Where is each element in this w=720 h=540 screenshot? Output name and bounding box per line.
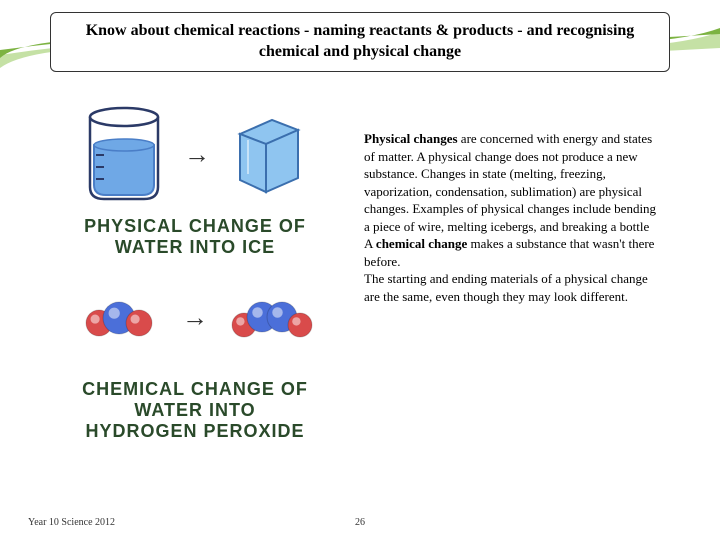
footer-left: Year 10 Science 2012	[28, 517, 115, 528]
h2o2-molecule-icon	[226, 283, 316, 353]
physical-change-row: →	[40, 100, 350, 210]
body-text: Physical changes are concerned with ener…	[360, 90, 680, 510]
h2o-molecule-icon	[74, 283, 164, 353]
page-title: Know about chemical reactions - naming r…	[50, 12, 670, 72]
diagram-column: → PHYSICAL CHANGE OFWATER INTO ICE → CHE…	[0, 90, 360, 510]
body-span: are concerned with energy and states of …	[364, 131, 656, 234]
body-bold-span: Physical changes	[364, 131, 458, 146]
body-span: A	[364, 236, 376, 251]
page-number: 26	[355, 517, 365, 528]
body-span: The starting and ending materials of a p…	[364, 271, 648, 304]
arrow-icon: →	[182, 303, 208, 333]
body-bold-span: chemical change	[376, 236, 467, 251]
content-area: → PHYSICAL CHANGE OFWATER INTO ICE → CHE…	[0, 90, 720, 510]
water-beaker-icon	[82, 105, 166, 205]
chemical-change-row: →	[40, 263, 350, 373]
chemical-caption: CHEMICAL CHANGE OFWATER INTOHYDROGEN PER…	[40, 379, 350, 441]
ice-cube-icon	[228, 110, 308, 200]
physical-caption: PHYSICAL CHANGE OFWATER INTO ICE	[40, 216, 350, 257]
arrow-icon: →	[184, 140, 210, 170]
